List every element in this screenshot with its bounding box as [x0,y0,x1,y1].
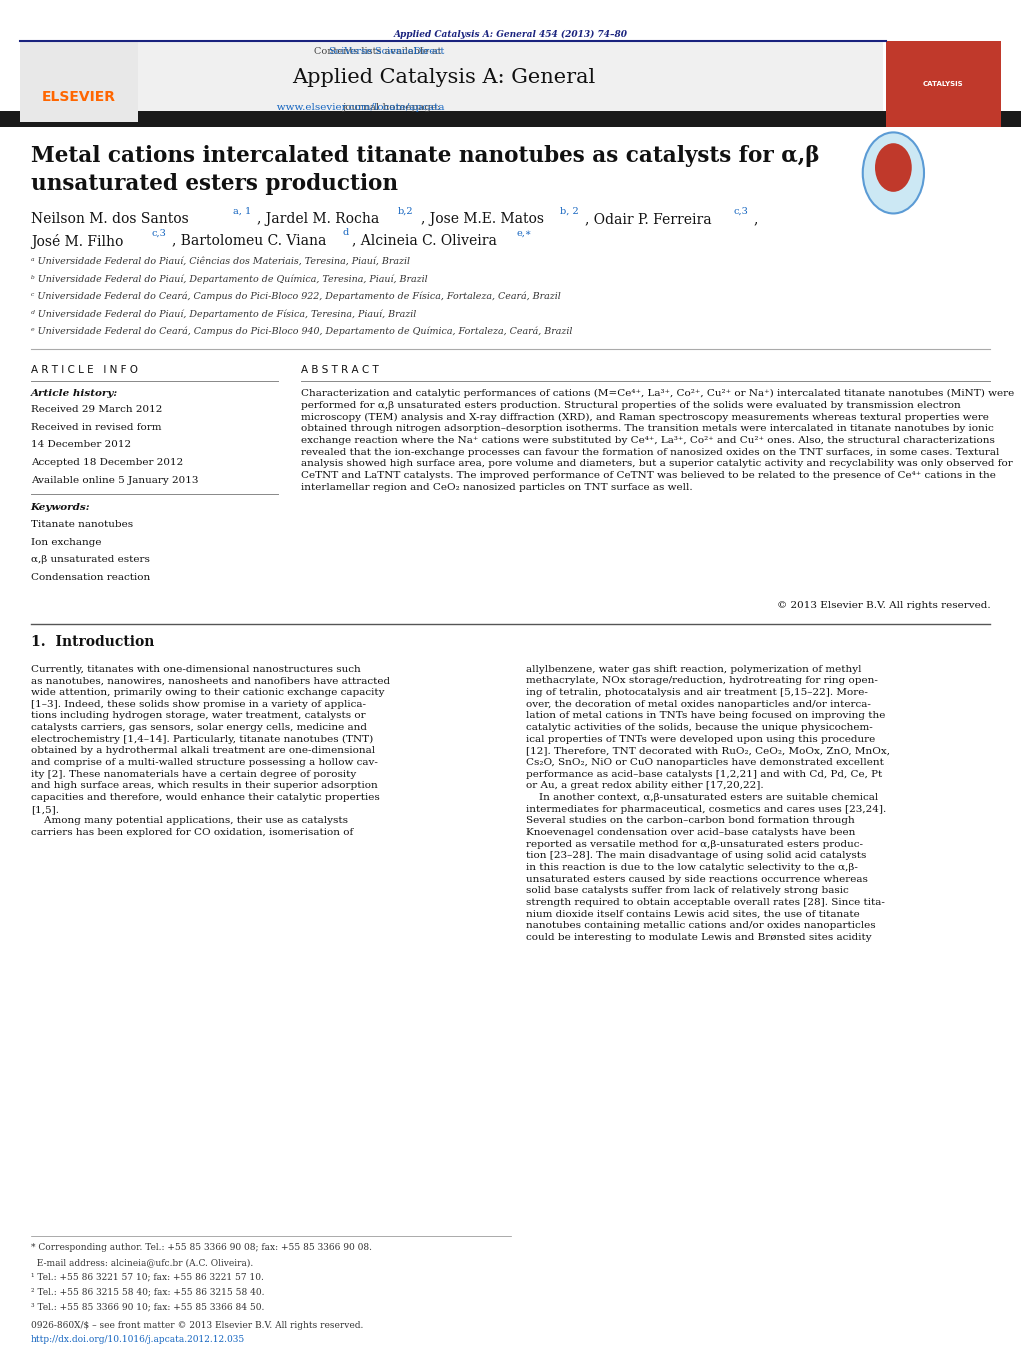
Text: , Alcineia C. Oliveira: , Alcineia C. Oliveira [352,234,497,247]
Text: * Corresponding author. Tel.: +55 85 3366 90 08; fax: +55 85 3366 90 08.: * Corresponding author. Tel.: +55 85 336… [31,1243,372,1252]
Text: Available online 5 January 2013: Available online 5 January 2013 [31,476,198,485]
Text: ᵇ Universidade Federal do Piauí, Departamento de Química, Teresina, Piauí, Brazi: ᵇ Universidade Federal do Piauí, Departa… [31,274,427,284]
Text: Ion exchange: Ion exchange [31,538,101,547]
Text: allylbenzene, water gas shift reaction, polymerization of methyl
methacrylate, N: allylbenzene, water gas shift reaction, … [526,665,890,942]
Text: ᵉ Universidade Federal do Ceará, Campus do Pici-Bloco 940, Departamento de Quími: ᵉ Universidade Federal do Ceará, Campus … [31,327,572,336]
Text: 1.  Introduction: 1. Introduction [31,635,154,648]
Text: , Bartolomeu C. Viana: , Bartolomeu C. Viana [172,234,326,247]
Bar [20,41,883,122]
Text: CATALYSIS: CATALYSIS [923,81,964,86]
Text: a, 1: a, 1 [233,207,251,216]
Text: , Jose M.E. Matos: , Jose M.E. Matos [421,212,543,226]
Text: ³ Tel.: +55 85 3366 90 10; fax: +55 85 3366 84 50.: ³ Tel.: +55 85 3366 90 10; fax: +55 85 3… [31,1302,264,1312]
Text: Keywords:: Keywords: [31,503,90,512]
Text: ¹ Tel.: +55 86 3221 57 10; fax: +55 86 3221 57 10.: ¹ Tel.: +55 86 3221 57 10; fax: +55 86 3… [31,1273,263,1282]
Text: α,β unsaturated esters: α,β unsaturated esters [31,555,149,565]
Text: c,3: c,3 [733,207,748,216]
Text: http://dx.doi.org/10.1016/j.apcata.2012.12.035: http://dx.doi.org/10.1016/j.apcata.2012.… [31,1335,245,1344]
Text: Metal cations intercalated titanate nanotubes as catalysts for α,β
unsaturated e: Metal cations intercalated titanate nano… [31,145,819,195]
Circle shape [863,132,924,213]
Text: Neilson M. dos Santos: Neilson M. dos Santos [31,212,189,226]
Text: , Odair P. Ferreira: , Odair P. Ferreira [585,212,712,226]
Text: A B S T R A C T: A B S T R A C T [301,365,379,374]
Text: ᵈ Universidade Federal do Piauí, Departamento de Física, Teresina, Piauí, Brazil: ᵈ Universidade Federal do Piauí, Departa… [31,309,416,319]
Text: Accepted 18 December 2012: Accepted 18 December 2012 [31,458,183,467]
Text: Received 29 March 2012: Received 29 March 2012 [31,405,162,415]
Text: Applied Catalysis A: General 454 (2013) 74–80: Applied Catalysis A: General 454 (2013) … [393,30,628,39]
Circle shape [875,143,912,192]
Bar [20,41,138,122]
Text: journal homepage:: journal homepage: [342,103,444,112]
Text: E-mail address: alcineia@ufc.br (A.C. Oliveira).: E-mail address: alcineia@ufc.br (A.C. Ol… [31,1258,253,1267]
Text: © 2013 Elsevier B.V. All rights reserved.: © 2013 Elsevier B.V. All rights reserved… [777,601,990,611]
Text: ² Tel.: +55 86 3215 58 40; fax: +55 86 3215 58 40.: ² Tel.: +55 86 3215 58 40; fax: +55 86 3… [31,1288,264,1297]
Text: ᵃ Universidade Federal do Piauí, Ciências dos Materiais, Teresina, Piauí, Brazil: ᵃ Universidade Federal do Piauí, Ciência… [31,257,409,266]
Text: ,: , [753,212,758,226]
Text: Contents lists available at: Contents lists available at [313,47,444,57]
Text: Received in revised form: Received in revised form [31,423,161,432]
Text: b,2: b,2 [398,207,414,216]
Text: Titanate nanotubes: Titanate nanotubes [31,520,133,530]
Text: Article history:: Article history: [31,389,117,399]
Text: Currently, titanates with one-dimensional nanostructures such
as nanotubes, nano: Currently, titanates with one-dimensiona… [31,665,390,838]
Bar [0,111,1021,127]
Text: Characterization and catalytic performances of cations (M=Ce⁴⁺, La³⁺, Co²⁺, Cu²⁺: Characterization and catalytic performan… [301,389,1015,492]
Text: , Jardel M. Rocha: , Jardel M. Rocha [257,212,380,226]
Text: b, 2: b, 2 [560,207,578,216]
Text: 0926-860X/$ – see front matter © 2013 Elsevier B.V. All rights reserved.: 0926-860X/$ – see front matter © 2013 El… [31,1321,363,1331]
Text: SciVerse ScienceDirect: SciVerse ScienceDirect [279,47,444,57]
Text: Applied Catalysis A: General: Applied Catalysis A: General [292,68,596,86]
Text: José M. Filho: José M. Filho [31,234,123,249]
Text: A R T I C L E   I N F O: A R T I C L E I N F O [31,365,138,374]
Text: d: d [342,228,348,238]
Text: e,∗: e,∗ [517,228,532,238]
Text: ᶜ Universidade Federal do Ceará, Campus do Pici-Bloco 922, Departamento de Físic: ᶜ Universidade Federal do Ceará, Campus … [31,292,561,301]
Text: 14 December 2012: 14 December 2012 [31,440,131,450]
Text: ELSEVIER: ELSEVIER [42,91,115,104]
Bar [886,41,1001,127]
Text: www.elsevier.com/locate/apcata: www.elsevier.com/locate/apcata [214,103,444,112]
Text: CrossMark: CrossMark [875,197,912,203]
Text: c,3: c,3 [151,228,166,238]
Text: Condensation reaction: Condensation reaction [31,573,150,582]
